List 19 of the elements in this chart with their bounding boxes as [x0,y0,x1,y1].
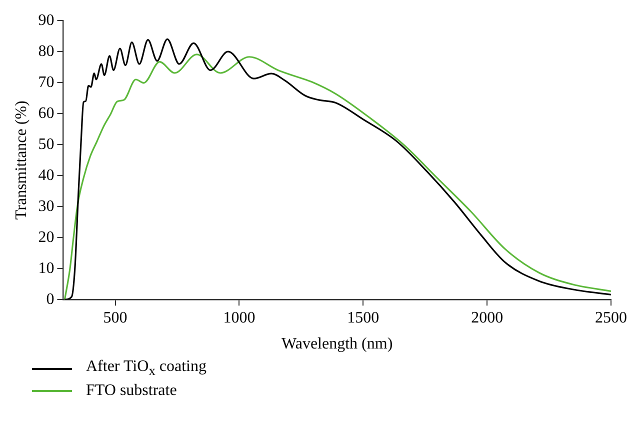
y-tick-label: 40 [38,166,54,184]
x-tick-label: 1500 [347,309,380,326]
y-tick-label: 90 [38,12,54,29]
y-tick-label: 60 [38,104,54,122]
x-tick-label: 2000 [471,309,504,326]
x-tick-label: 500 [103,309,128,326]
y-tick-label: 80 [38,42,54,60]
x-tick-label: 2500 [595,309,627,326]
legend-label: After TiO$_{x}$ coating [86,358,206,380]
y-axis-title: Transmittance (%) [12,100,30,220]
y-tick-label: 10 [38,260,54,277]
legend-label: FTO substrate [86,382,177,400]
y-tick-label: 50 [38,136,54,153]
y-tick-label: 0 [46,290,54,308]
y-tick-label: 20 [38,228,54,246]
x-tick-label: 1000 [223,309,256,326]
y-tick-label: 70 [38,74,54,91]
x-axis-title: Wavelength (nm) [282,336,393,353]
y-tick-label: 30 [38,198,54,215]
